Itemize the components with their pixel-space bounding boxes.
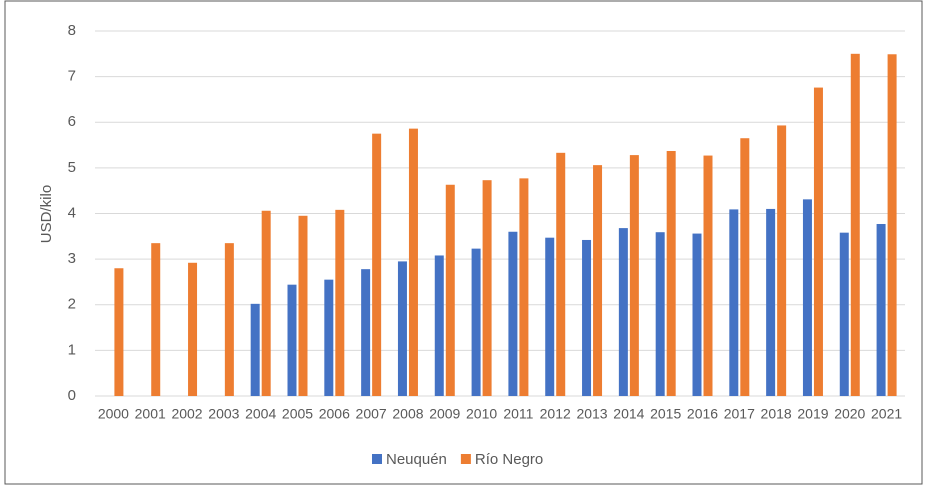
y-tick-label: 1: [68, 341, 76, 358]
bar: [766, 208, 776, 396]
x-tick-label: 2020: [834, 406, 865, 422]
y-tick-label: 8: [68, 22, 76, 39]
y-tick-label: 5: [68, 159, 76, 176]
x-tick-label: 2013: [576, 406, 607, 422]
bar: [188, 262, 198, 396]
x-tick-label: 2010: [466, 406, 497, 422]
bar: [629, 155, 639, 396]
bar: [839, 232, 849, 396]
legend-swatch: [460, 454, 471, 464]
x-tick-label: 2003: [208, 406, 239, 422]
bar: [703, 155, 713, 396]
bar: [618, 228, 628, 396]
bar: [298, 215, 308, 396]
x-tick-label: 2016: [687, 406, 718, 422]
x-tick-label: 2014: [613, 406, 644, 422]
bar: [666, 150, 676, 396]
y-tick-label: 3: [68, 250, 76, 267]
bar: [324, 279, 334, 396]
bar: [408, 128, 418, 396]
bar: [114, 268, 124, 396]
bar: [151, 243, 161, 396]
bar: [777, 125, 787, 396]
bar: [876, 223, 886, 396]
y-tick-label: 7: [68, 68, 76, 85]
bar: [582, 239, 592, 396]
x-tick-label: 2000: [98, 406, 129, 422]
bar: [261, 210, 271, 396]
bar: [372, 133, 382, 396]
bar: [850, 53, 860, 396]
bar: [519, 178, 529, 396]
x-tick-label: 2018: [761, 406, 792, 422]
bar: [482, 180, 492, 396]
bar: [335, 209, 345, 396]
bar: [729, 209, 739, 396]
x-tick-label: 2015: [650, 406, 681, 422]
bar: [655, 232, 665, 396]
bar: [545, 237, 555, 396]
bar: [434, 255, 444, 396]
y-tick-label: 2: [68, 296, 76, 313]
x-tick-label: 2011: [503, 406, 533, 422]
x-tick-label: 2005: [282, 406, 313, 422]
x-tick-label: 2001: [135, 406, 166, 422]
x-tick-label: 2012: [540, 406, 571, 422]
bar: [224, 243, 234, 396]
legend-label: Río Negro: [475, 451, 543, 468]
legend-swatch: [372, 454, 382, 464]
x-tick-label: 2004: [245, 406, 276, 422]
bar: [692, 233, 702, 396]
x-tick-label: 2002: [171, 406, 202, 422]
x-tick-label: 2017: [724, 406, 755, 422]
bar: [471, 248, 481, 396]
y-axis-label: USD/kilo: [38, 185, 55, 243]
bar: [593, 165, 603, 396]
bar: [445, 184, 455, 396]
bar: [740, 138, 750, 396]
x-tick-label: 2008: [392, 406, 423, 422]
x-tick-label: 2021: [871, 406, 902, 422]
bar: [287, 284, 297, 396]
bar: [361, 269, 371, 396]
x-tick-label: 2006: [319, 406, 350, 422]
bar: [250, 303, 260, 396]
y-tick-label: 4: [68, 204, 76, 221]
x-tick-label: 2007: [356, 406, 387, 422]
bar: [813, 87, 823, 396]
x-tick-label: 2019: [797, 406, 828, 422]
x-tick-label: 2009: [429, 406, 460, 422]
bar: [802, 199, 812, 396]
bar: [397, 261, 407, 396]
y-tick-label: 0: [68, 387, 76, 404]
bar: [887, 54, 897, 397]
bar: [556, 152, 566, 396]
bar: [508, 231, 518, 396]
legend-label: Neuquén: [386, 451, 447, 468]
y-tick-label: 6: [68, 113, 76, 130]
